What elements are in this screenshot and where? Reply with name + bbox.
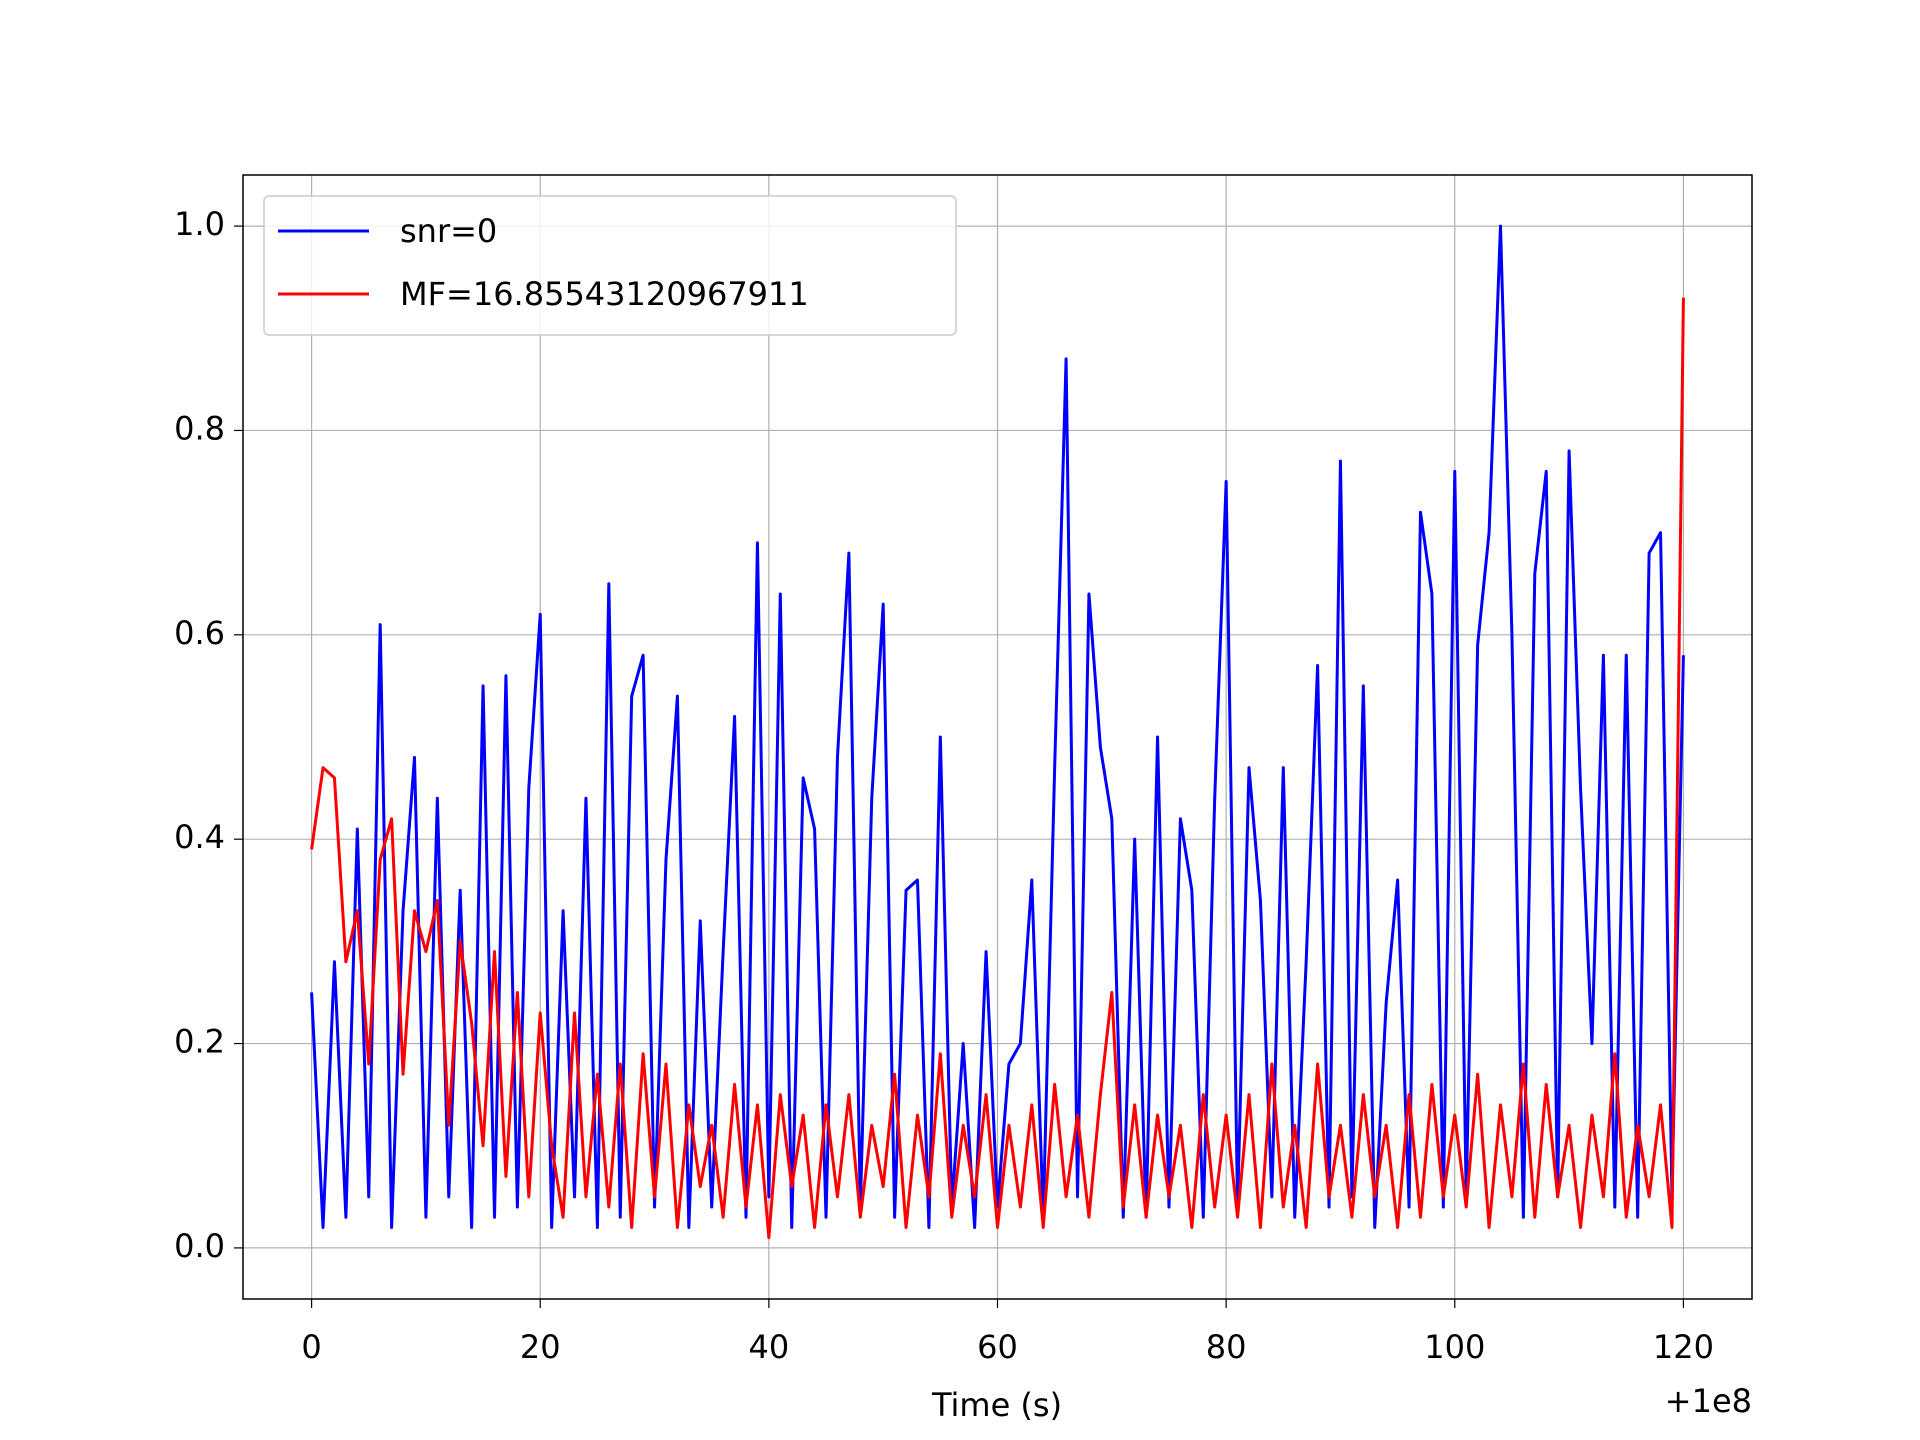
- legend-label: snr=0: [400, 212, 497, 250]
- x-tick-label: 60: [977, 1328, 1018, 1366]
- y-tick-label: 0.6: [174, 614, 225, 652]
- x-tick-label: 0: [301, 1328, 321, 1366]
- legend: snr=0 MF=16.85543120967911: [263, 195, 957, 336]
- x-tick-label: 120: [1653, 1328, 1714, 1366]
- y-tick-label: 1.0: [174, 205, 225, 243]
- x-tick-label: 40: [749, 1328, 790, 1366]
- y-tick-label: 0.4: [174, 818, 225, 856]
- legend-box: [263, 195, 957, 336]
- y-tick-label: 0.2: [174, 1023, 225, 1061]
- series-line: [310, 224, 1685, 1229]
- plot-frame: [242, 174, 1753, 1300]
- x-axis-label: Time (s): [931, 1386, 1062, 1424]
- legend-label: MF=16.85543120967911: [400, 275, 809, 313]
- y-tick-label: 0.0: [174, 1227, 225, 1265]
- y-tick-label: 0.8: [174, 409, 225, 447]
- x-offset-label: +1e8: [1665, 1382, 1752, 1420]
- x-tick-label: 100: [1424, 1328, 1485, 1366]
- x-tick-label: 20: [520, 1328, 561, 1366]
- series-line: [310, 297, 1685, 1240]
- x-tick-label: 80: [1206, 1328, 1247, 1366]
